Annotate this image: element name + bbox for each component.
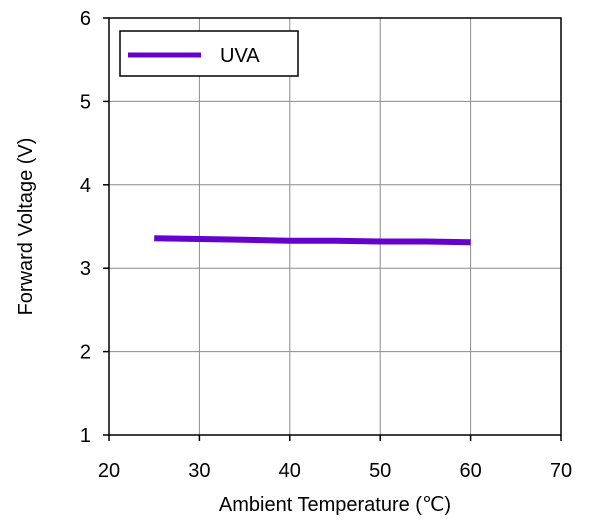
- y-axis-title: Forward Voltage (V): [15, 138, 37, 316]
- series-group: [154, 235, 471, 246]
- x-tick-label-20: 20: [98, 460, 120, 482]
- x-tick-label-40: 40: [279, 460, 301, 482]
- y-tick-label-6: 6: [80, 8, 91, 30]
- x-tick-label-60: 60: [459, 460, 481, 482]
- y-tick-label-4: 4: [80, 175, 91, 197]
- grid: [109, 18, 561, 435]
- y-tick-labels: 1 2 3 4 5 6: [80, 8, 109, 447]
- y-tick-label-1: 1: [80, 425, 91, 447]
- y-tick-label-2: 2: [80, 342, 91, 364]
- y-tick-label-5: 5: [80, 91, 91, 113]
- x-tick-labels: 20 30 40 50 60 70: [98, 435, 572, 482]
- x-tick-label-30: 30: [188, 460, 210, 482]
- x-tick-label-70: 70: [550, 460, 572, 482]
- legend-label-uva: UVA: [220, 45, 260, 67]
- legend: UVA: [119, 30, 299, 77]
- x-axis-title: Ambient Temperature (℃): [219, 494, 451, 516]
- plot-frame: [108, 17, 562, 436]
- series-line-uva: [154, 235, 471, 246]
- y-tick-label-3: 3: [80, 258, 91, 280]
- x-tick-label-50: 50: [369, 460, 391, 482]
